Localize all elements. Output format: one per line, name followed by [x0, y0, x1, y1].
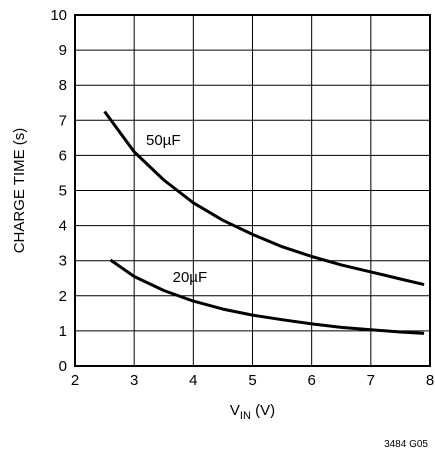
y-tick-label: 6 [59, 147, 67, 164]
x-tick-label: 5 [248, 372, 256, 389]
series-label: 20µF [173, 269, 208, 286]
y-tick-label: 3 [59, 253, 67, 270]
y-tick-label: 4 [59, 218, 67, 235]
x-tick-label: 8 [426, 372, 434, 389]
y-tick-label: 8 [59, 77, 67, 94]
x-tick-label: 4 [189, 372, 197, 389]
y-tick-label: 2 [59, 288, 67, 305]
figure-id: 3484 G05 [384, 439, 428, 450]
x-axis-title-subscript: IN [240, 410, 251, 422]
y-tick-label: 5 [59, 183, 67, 200]
y-tick-label: 9 [59, 42, 67, 59]
series-lines [103, 110, 425, 335]
x-axis-title-unit: (V) [251, 402, 275, 419]
y-tick-label: 10 [50, 7, 67, 24]
y-tick-label: 7 [59, 112, 67, 129]
plot-frame [74, 14, 431, 367]
y-tick-label: 1 [59, 323, 67, 340]
series-line-50uF [103, 110, 425, 287]
grid [74, 14, 431, 367]
x-tick-label: 6 [307, 372, 315, 389]
y-tick-label: 0 [59, 358, 67, 375]
x-tick-label: 3 [130, 372, 138, 389]
series-label: 50µF [146, 132, 181, 149]
series-line-20uF [109, 258, 425, 335]
x-tick-label: 7 [367, 372, 375, 389]
series-labels: 50µF 20µF [146, 132, 207, 286]
y-axis-title: CHARGE TIME (s) [11, 128, 28, 254]
tick-labels: 2 3 4 5 6 7 8 0 1 2 3 4 5 6 7 8 9 10 [50, 7, 434, 389]
x-axis-title-main: V [230, 402, 240, 419]
x-axis-title: VIN (V) [230, 402, 275, 422]
x-tick-label: 2 [71, 372, 79, 389]
